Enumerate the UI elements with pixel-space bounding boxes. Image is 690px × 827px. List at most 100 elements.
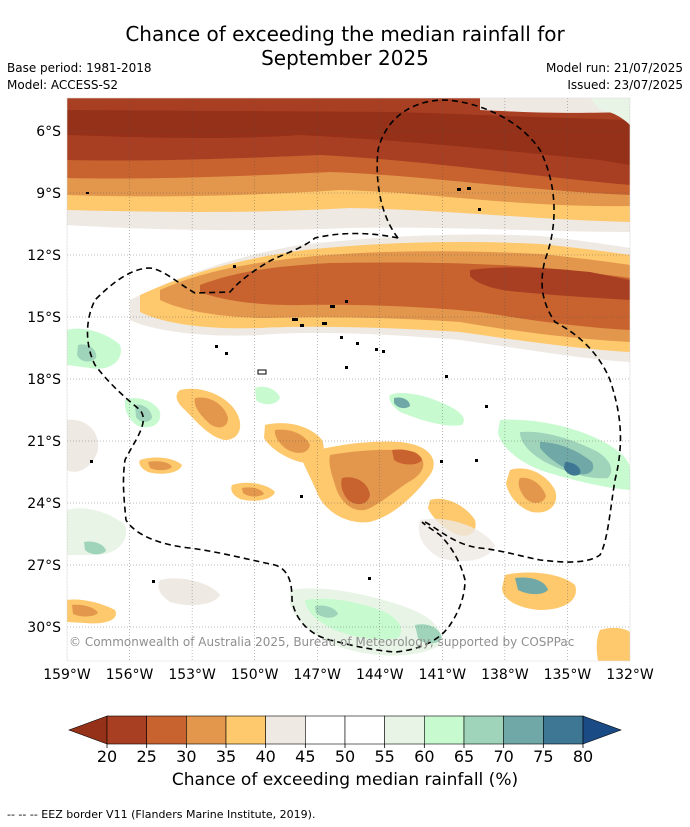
eez-legend-note: -- -- -- EEZ border V11 (Flanders Marine…	[7, 808, 316, 821]
copyright-text: © Commonwealth of Australia 2025, Bureau…	[69, 635, 574, 649]
colorbar-tick-label: 45	[295, 747, 315, 766]
longitude-label: 159°W	[43, 667, 91, 683]
island	[440, 460, 443, 463]
island	[292, 318, 298, 321]
island	[90, 460, 93, 463]
colorbar-tick-label: 25	[136, 747, 156, 766]
dry-patch-e1-core	[518, 477, 546, 504]
band-ne-green	[590, 98, 630, 125]
colorbar-segment	[186, 715, 227, 745]
colorbar-segment	[344, 715, 385, 745]
longitude-label: 150°W	[231, 667, 279, 683]
islands	[86, 187, 488, 583]
latitude-label: 24°S	[27, 496, 61, 512]
longitude-label: 144°W	[356, 667, 404, 683]
latitude-label: 15°S	[27, 310, 61, 326]
island	[300, 324, 304, 327]
band-ne-corner	[480, 98, 630, 113]
dry-patch-c2-core	[274, 429, 310, 453]
wet-patch-se-core	[515, 577, 548, 595]
longitude-label: 141°W	[419, 667, 467, 683]
island	[375, 348, 378, 351]
band-mid-lt-25	[470, 267, 630, 300]
title-line-1: Chance of exceeding the median rainfall …	[125, 22, 565, 46]
colorbar-segment	[225, 715, 266, 745]
colorbar: 20 25 30 35 40 45 50 55 60 65 70 75 80	[68, 715, 622, 766]
latitude-label: 12°S	[27, 248, 61, 264]
colorbar-segment	[463, 715, 504, 745]
island	[322, 322, 327, 325]
colorbar-segment	[503, 715, 544, 745]
island	[478, 208, 481, 211]
eez-border	[86, 99, 622, 653]
dry-patch-c1-core	[194, 397, 228, 428]
colorbar-over-arrow	[582, 715, 622, 745]
colorbar-segment	[265, 715, 306, 745]
colorbar-segment	[384, 715, 425, 745]
colorbar-tick-label: 40	[255, 747, 275, 766]
colorbar-tick-label: 65	[454, 747, 474, 766]
island	[233, 265, 236, 268]
latitude-labels: 6°S 9°S 12°S 15°S 18°S 21°S 24°S 27°S 30°S	[27, 124, 61, 636]
band-dark-core	[67, 110, 630, 165]
longitude-label: 153°W	[168, 667, 216, 683]
island	[485, 405, 488, 408]
model-text: Model: ACCESS-S2	[7, 78, 119, 92]
map-title: Chance of exceeding the median rainfall …	[0, 22, 690, 70]
colorbar-tick-label: 80	[573, 747, 593, 766]
dry-patch-c3-25b	[392, 449, 422, 465]
island	[300, 495, 303, 498]
colorbar-segment	[106, 715, 147, 745]
wet-patch-mid2	[389, 392, 464, 426]
meta-left: Base period: 1981-2018 Model: ACCESS-S2	[7, 60, 152, 94]
issued-text: Issued: 23/07/2025	[567, 78, 683, 92]
island	[345, 300, 348, 303]
longitude-label: 156°W	[106, 667, 154, 683]
wet-east-75-80	[564, 462, 581, 476]
island	[340, 336, 343, 339]
colorbar-tick-label: 50	[335, 747, 355, 766]
island	[225, 352, 228, 355]
latitude-label: 30°S	[27, 620, 61, 636]
grey-patch-1	[67, 419, 99, 472]
colorbar-segment	[146, 715, 187, 745]
dry-patch-sw-core	[72, 604, 98, 617]
island	[445, 375, 448, 378]
dry-patch-w4-core	[242, 487, 264, 497]
longitude-label: 132°W	[606, 667, 654, 683]
longitude-label: 138°W	[481, 667, 529, 683]
map-plot-area: © Commonwealth of Australia 2025, Bureau…	[67, 98, 630, 661]
title-line-2: September 2025	[261, 46, 429, 70]
island	[475, 459, 478, 462]
island	[345, 366, 348, 369]
island	[215, 345, 218, 348]
island	[467, 187, 471, 190]
latitude-label: 9°S	[36, 186, 61, 202]
colorbar-tick-label: 30	[176, 747, 196, 766]
east-wet-patch	[498, 419, 630, 490]
meta-right: Model run: 21/07/2025 Issued: 23/07/2025	[546, 60, 683, 94]
colorbar-segment	[543, 715, 584, 745]
eez-border-east	[376, 99, 622, 563]
longitude-label: 135°W	[544, 667, 592, 683]
colorbar-tick-label: 35	[216, 747, 236, 766]
island	[86, 192, 89, 194]
island	[368, 577, 371, 580]
wet-sw-core	[84, 541, 106, 555]
colorbar-tick-label: 75	[533, 747, 553, 766]
dry-patch-w3-core	[148, 461, 172, 471]
latitude-label: 6°S	[36, 124, 61, 140]
latitude-label: 21°S	[27, 434, 61, 450]
central-dry-patches	[67, 388, 630, 661]
longitude-labels: 159°W 156°W 153°W 150°W 147°W 144°W 141°W 138°W…	[43, 667, 654, 683]
eez-border-west	[86, 232, 466, 653]
colorbar-tick-label: 20	[97, 747, 117, 766]
island	[330, 305, 335, 308]
northern-dry-band	[67, 98, 630, 232]
base-period-text: Base period: 1981-2018	[7, 61, 152, 75]
latitude-label: 27°S	[27, 558, 61, 574]
island	[257, 369, 267, 375]
colorbar-under-arrow	[68, 715, 108, 745]
wet-s-core	[315, 605, 338, 618]
